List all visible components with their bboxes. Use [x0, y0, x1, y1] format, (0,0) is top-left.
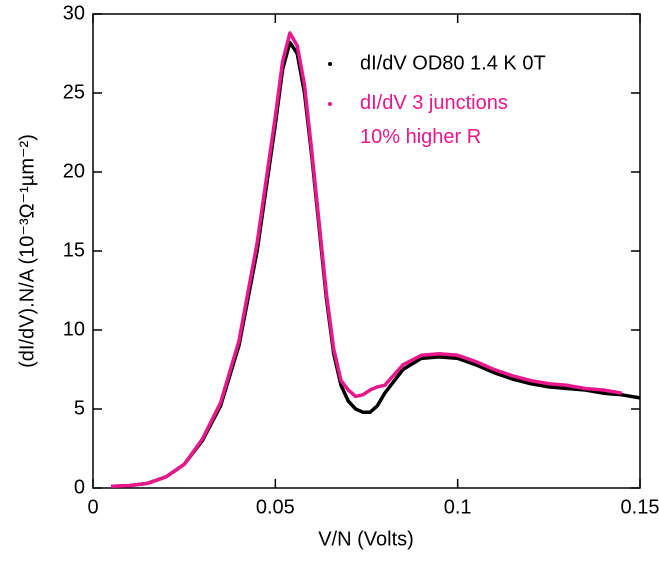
- x-tick-label: 0.05: [256, 496, 295, 518]
- y-tick-label: 0: [74, 476, 85, 498]
- x-tick-label: 0.1: [444, 496, 472, 518]
- legend-marker: [328, 102, 332, 106]
- plot-frame: [92, 13, 641, 489]
- y-axis-label: (dI/dV).N/A (10⁻³Ω⁻¹µm⁻²): [16, 134, 38, 368]
- legend-label: dI/dV 3 junctions 10% higher R: [360, 92, 508, 148]
- legend-label: dI/dV OD80 1.4 K 0T: [360, 52, 546, 74]
- legend-marker: [328, 62, 332, 66]
- data-line: [111, 31, 623, 489]
- y-tick-label: 5: [74, 397, 85, 419]
- x-tick-label: 0.15: [621, 496, 659, 518]
- y-tick-label: 15: [63, 239, 85, 261]
- y-tick-label: 25: [63, 81, 85, 103]
- x-axis-label: V/N (Volts): [318, 528, 414, 550]
- y-tick-label: 30: [63, 2, 85, 24]
- x-tick-label: 0: [87, 496, 98, 518]
- y-tick-label: 10: [63, 318, 85, 340]
- y-tick-label: 20: [63, 160, 85, 182]
